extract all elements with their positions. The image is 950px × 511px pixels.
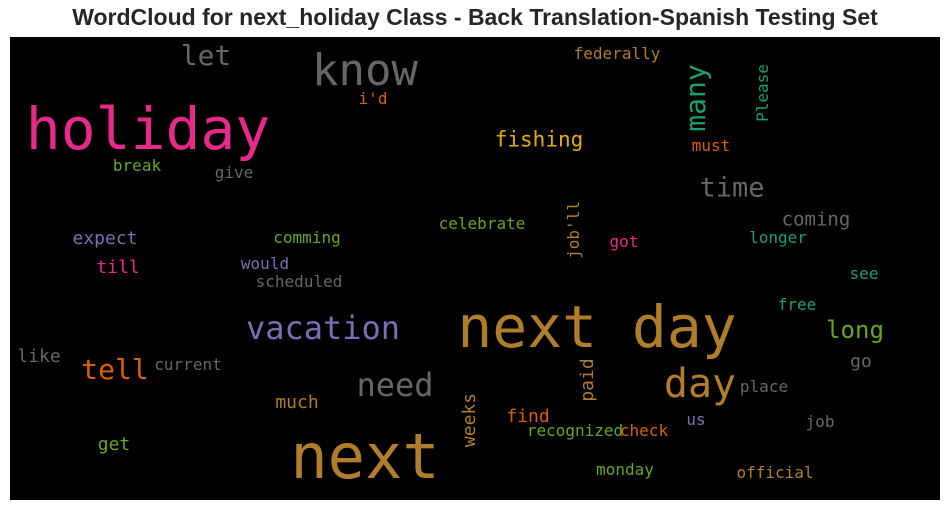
wordcloud-word: time (699, 172, 765, 204)
wordcloud-word: let (180, 39, 232, 72)
wordcloud-word: free (777, 295, 817, 314)
wordcloud-word: paid (577, 358, 598, 402)
wordcloud-word: place (739, 377, 789, 396)
wordcloud-word: vacation (245, 309, 401, 347)
wordcloud-word: got (609, 232, 639, 251)
wordcloud-word: get (97, 434, 131, 455)
wordcloud-word: tell (81, 353, 149, 386)
wordcloud-word: next day (457, 293, 737, 361)
wordcloud-word: federally (573, 44, 661, 63)
wordcloud-word: monday (596, 460, 654, 479)
wordcloud-word: go (850, 351, 872, 372)
wordcloud-word: break (112, 156, 162, 175)
wordcloud-word: comming (273, 228, 341, 247)
wordcloud-word: must (691, 136, 731, 155)
wordcloud-word: day (663, 361, 737, 407)
wordcloud-word: expect (72, 228, 138, 249)
wordcloud-word: give (214, 163, 254, 182)
wordcloud-word: like (17, 346, 61, 367)
wordcloud-word: next (290, 420, 440, 493)
wordcloud-word: celebrate (438, 214, 526, 233)
wordcloud-word: coming (781, 208, 851, 231)
wordcloud-word: weeks (459, 392, 480, 448)
wordcloud-word: job (805, 412, 835, 431)
wordcloud-word: Please (753, 64, 772, 122)
wordcloud-word: current (154, 355, 222, 374)
wordcloud-word: find (506, 406, 550, 427)
wordcloud-word: fishing (494, 127, 584, 152)
wordcloud-word: holiday (25, 95, 271, 163)
wordcloud-word: need (356, 366, 434, 404)
wordcloud-word: see (849, 264, 879, 283)
wordcloud-word: much (275, 392, 319, 413)
wordcloud-word: official (736, 463, 814, 482)
word-cloud: next day next holiday know vacation day time te… (10, 37, 940, 500)
wordcloud-word: know (312, 45, 418, 96)
wordcloud-word: till (96, 257, 140, 278)
wordcloud-word: us (686, 410, 706, 429)
wordcloud-word: i'd (358, 89, 388, 108)
wordcloud-word: long (826, 316, 884, 344)
wordcloud-word: recognized (526, 421, 624, 440)
chart-title: WordCloud for next_holiday Class - Back … (72, 4, 878, 30)
wordcloud-word: would (240, 254, 290, 273)
wordcloud-word: scheduled (255, 272, 343, 291)
wordcloud-word: many (679, 64, 712, 132)
wordcloud-word: longer (749, 228, 807, 247)
wordcloud-word: job'll (564, 201, 583, 259)
wordcloud-word: check (619, 421, 669, 440)
